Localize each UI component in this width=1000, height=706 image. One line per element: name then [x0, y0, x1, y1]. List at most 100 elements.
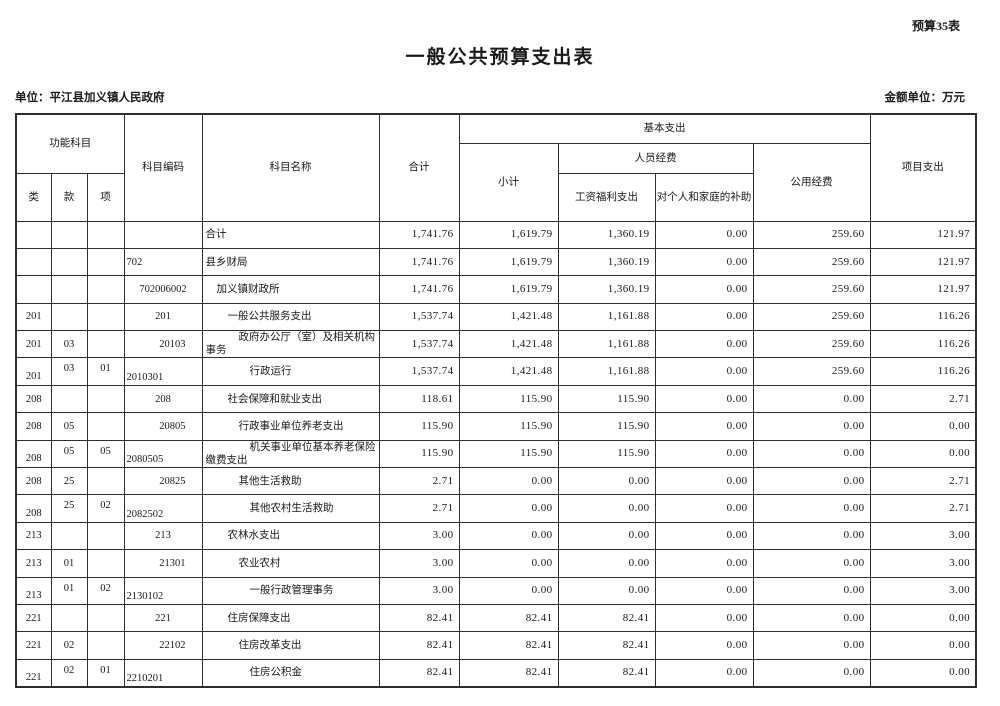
- cell-subtotal: 1,421.48: [458, 330, 559, 359]
- cell-total: 1,537.74: [378, 357, 460, 386]
- cell-subject-name: 政府办公厅（室）及相关机构事务: [201, 330, 380, 359]
- cell-project-expenditure: 3.00: [869, 521, 977, 551]
- cell-individual-family-subsidy: 0.00: [654, 494, 754, 523]
- cell-subtotal: 1,619.79: [458, 275, 559, 304]
- table-row: 合计 1,741.76 1,619.79 1,360.19 0.00 259.60 121.…: [15, 220, 977, 249]
- cell-total: 118.61: [378, 384, 460, 414]
- table-row: 702 县乡财局 1,741.76 1,619.79 1,360.19 0.00 259.6…: [15, 247, 977, 277]
- cell-class: 213: [15, 549, 52, 578]
- cell-subject-code: 221: [123, 603, 203, 633]
- table-row: 201 03 01 2010301 行政运行 1,537.74 1,421.48 1,161.…: [15, 357, 977, 386]
- table-row: 213 01 21301 农业农村 3.00 0.00 0.00 0.00 0.00 3.00: [15, 549, 977, 578]
- cell-project-expenditure: 121.97: [869, 220, 977, 249]
- cell-class: 208: [15, 439, 52, 469]
- cell-public-funds: 259.60: [752, 330, 871, 359]
- cell-subject-name: 一般行政管理事务: [201, 576, 380, 605]
- cell-individual-family-subsidy: 0.00: [654, 631, 754, 660]
- header-basic-expenditure: 基本支出: [458, 113, 871, 144]
- cell-section: 02: [50, 658, 88, 688]
- cell-item: 01: [86, 658, 125, 688]
- cell-item: [86, 521, 125, 551]
- cell-total: 1,741.76: [378, 220, 460, 249]
- header-subtotal: 小计: [458, 142, 559, 222]
- cell-public-funds: 0.00: [752, 549, 871, 578]
- cell-wage-welfare: 1,161.88: [557, 330, 656, 359]
- cell-public-funds: 0.00: [752, 658, 871, 688]
- cell-total: 1,537.74: [378, 302, 460, 332]
- cell-subject-name: 社会保障和就业支出: [201, 384, 380, 414]
- cell-subtotal: 115.90: [458, 412, 559, 441]
- cell-total: 82.41: [378, 603, 460, 633]
- cell-subtotal: 0.00: [458, 549, 559, 578]
- cell-subject-name: 行政事业单位养老支出: [201, 412, 380, 441]
- header-total: 合计: [378, 113, 460, 222]
- cell-class: 221: [15, 658, 52, 688]
- cell-class: 221: [15, 631, 52, 660]
- cell-class: 208: [15, 384, 52, 414]
- cell-total: 1,537.74: [378, 330, 460, 359]
- cell-subject-code: 2210201: [123, 658, 203, 688]
- cell-total: 82.41: [378, 658, 460, 688]
- cell-section: 01: [50, 576, 88, 605]
- cell-total: 115.90: [378, 439, 460, 469]
- cell-section: 03: [50, 330, 88, 359]
- table-row: 213 01 02 2130102 一般行政管理事务 3.00 0.00 0.00 0.00 0.…: [15, 576, 977, 605]
- cell-project-expenditure: 121.97: [869, 247, 977, 277]
- cell-public-funds: 259.60: [752, 247, 871, 277]
- cell-individual-family-subsidy: 0.00: [654, 521, 754, 551]
- cell-subtotal: 1,619.79: [458, 247, 559, 277]
- cell-class: 208: [15, 467, 52, 496]
- cell-subject-code: 702: [123, 247, 203, 277]
- cell-project-expenditure: 116.26: [869, 357, 977, 386]
- cell-subject-name: 县乡财局: [201, 247, 380, 277]
- table-row: 201 03 20103 政府办公厅（室）及相关机构事务 1,537.74 1,421.4…: [15, 330, 977, 359]
- cell-subject-code: 20825: [123, 467, 203, 496]
- cell-subject-name: 加义镇财政所: [201, 275, 380, 304]
- cell-subject-name: 住房保障支出: [201, 603, 380, 633]
- header-item: 项: [86, 172, 125, 222]
- cell-subject-code: 2130102: [123, 576, 203, 605]
- cell-section: [50, 302, 88, 332]
- cell-total: 1,741.76: [378, 247, 460, 277]
- cell-individual-family-subsidy: 0.00: [654, 467, 754, 496]
- cell-project-expenditure: 0.00: [869, 412, 977, 441]
- cell-wage-welfare: 82.41: [557, 603, 656, 633]
- cell-section: 05: [50, 439, 88, 469]
- cell-item: 02: [86, 576, 125, 605]
- cell-item: 05: [86, 439, 125, 469]
- cell-class: 201: [15, 302, 52, 332]
- cell-wage-welfare: 115.90: [557, 412, 656, 441]
- cell-class: 201: [15, 357, 52, 386]
- cell-section: [50, 220, 88, 249]
- cell-subject-code: 201: [123, 302, 203, 332]
- cell-section: [50, 603, 88, 633]
- cell-public-funds: 0.00: [752, 439, 871, 469]
- cell-section: 25: [50, 467, 88, 496]
- cell-wage-welfare: 1,360.19: [557, 247, 656, 277]
- cell-subject-name: 机关事业单位基本养老保险缴费支出: [201, 439, 380, 469]
- table-row: 201 201 一般公共服务支出 1,537.74 1,421.48 1,161.88 0.…: [15, 302, 977, 332]
- cell-subtotal: 1,421.48: [458, 357, 559, 386]
- cell-subject-name: 住房公积金: [201, 658, 380, 688]
- cell-individual-family-subsidy: 0.00: [654, 357, 754, 386]
- cell-section: 01: [50, 549, 88, 578]
- cell-wage-welfare: 1,161.88: [557, 357, 656, 386]
- cell-item: [86, 631, 125, 660]
- table-row: 208 05 05 2080505 机关事业单位基本养老保险缴费支出 115.90 115.…: [15, 439, 977, 469]
- cell-item: [86, 603, 125, 633]
- cell-item: [86, 467, 125, 496]
- cell-subject-code: 21301: [123, 549, 203, 578]
- cell-individual-family-subsidy: 0.00: [654, 302, 754, 332]
- cell-total: 82.41: [378, 631, 460, 660]
- cell-class: 208: [15, 494, 52, 523]
- cell-subtotal: 0.00: [458, 467, 559, 496]
- cell-subtotal: 82.41: [458, 631, 559, 660]
- cell-project-expenditure: 121.97: [869, 275, 977, 304]
- cell-public-funds: 0.00: [752, 521, 871, 551]
- cell-class: 221: [15, 603, 52, 633]
- cell-public-funds: 0.00: [752, 603, 871, 633]
- cell-individual-family-subsidy: 0.00: [654, 658, 754, 688]
- table-row: 208 25 20825 其他生活救助 2.71 0.00 0.00 0.00 0.00 2.71: [15, 467, 977, 496]
- cell-class: [15, 247, 52, 277]
